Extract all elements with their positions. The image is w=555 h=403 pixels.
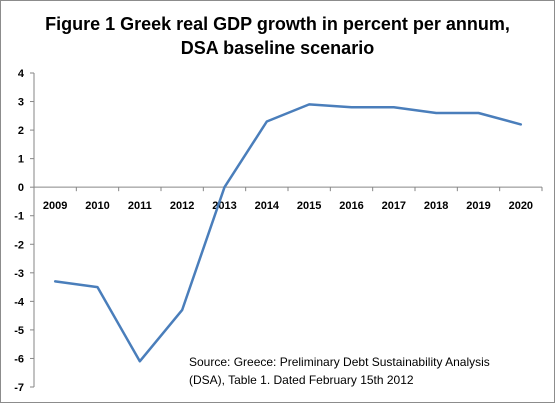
chart-title-line2: DSA baseline scenario [180, 38, 375, 58]
source-note: Source: Greece: Preliminary Debt Sustain… [189, 353, 519, 389]
source-note-line1: Source: Greece: Preliminary Debt Sustain… [189, 355, 490, 369]
x-tick-label: 2015 [297, 200, 321, 212]
gdp-growth-series-line [53, 103, 523, 363]
y-tick-label: -2 [14, 239, 24, 251]
y-tick-label: -7 [14, 382, 24, 394]
y-tick-label: -4 [14, 296, 25, 308]
y-tick-label: 4 [18, 68, 25, 80]
chart-title: Figure 1 Greek real GDP growth in percen… [0, 12, 555, 60]
x-tick-label: 2011 [128, 200, 152, 212]
x-tick-label: 2012 [170, 200, 194, 212]
x-tick-label: 2009 [43, 200, 67, 212]
x-tick-label: 2010 [85, 200, 109, 212]
y-tick-label: 3 [18, 97, 24, 109]
x-tick-label: 2016 [339, 200, 363, 212]
y-tick-label: 2 [18, 125, 24, 137]
y-tick-label: -1 [14, 211, 24, 223]
y-tick-label: -5 [14, 325, 24, 337]
x-tick-label: 2017 [382, 200, 406, 212]
y-tick-label: 0 [18, 182, 24, 194]
source-note-line2: (DSA), Table 1. Dated February 15th 2012 [189, 373, 414, 387]
x-tick-label: 2020 [509, 200, 533, 212]
chart-title-line1: Figure 1 Greek real GDP growth in percen… [45, 14, 510, 34]
x-tick-label: 2019 [466, 200, 490, 212]
x-tick-label: 2014 [255, 200, 280, 212]
y-tick-label: -6 [14, 353, 24, 365]
x-tick-label: 2018 [424, 200, 448, 212]
y-tick-label: 1 [18, 154, 24, 166]
y-tick-label: -3 [14, 268, 24, 280]
